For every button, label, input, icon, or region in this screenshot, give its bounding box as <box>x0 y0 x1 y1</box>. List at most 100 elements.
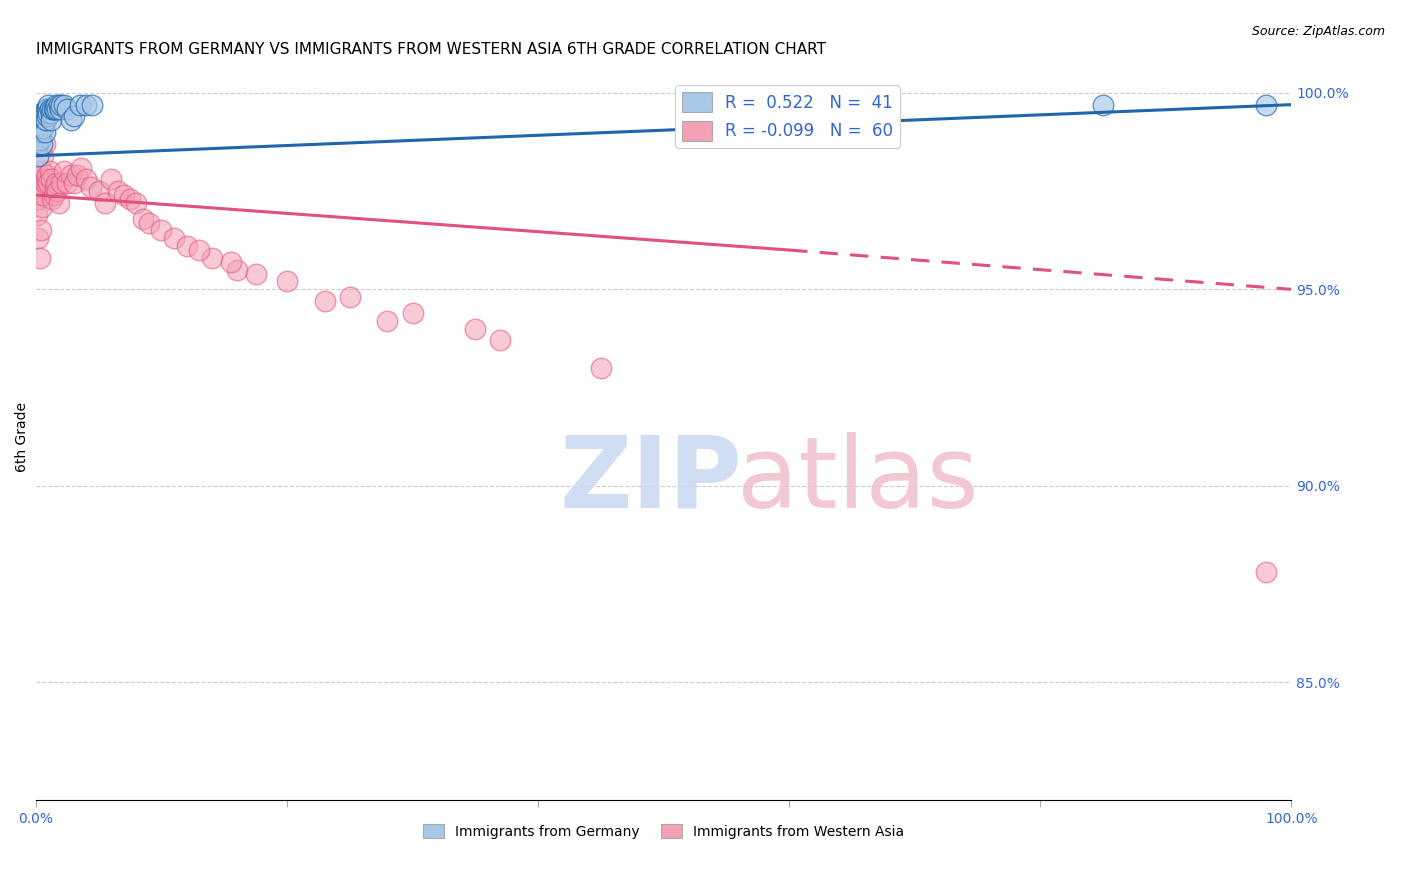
Point <box>42 102 65 116</box>
Point <box>41 102 63 116</box>
Point <box>377 314 399 328</box>
Point <box>45 97 67 112</box>
Point <box>32 149 55 163</box>
Point <box>69 97 91 112</box>
Point <box>120 192 142 206</box>
Legend: Immigrants from Germany, Immigrants from Western Asia: Immigrants from Germany, Immigrants from… <box>418 818 910 844</box>
Point <box>42 188 65 202</box>
Point <box>188 243 211 257</box>
Point <box>38 164 60 178</box>
Point <box>34 136 56 151</box>
Point <box>27 231 49 245</box>
Point <box>37 102 59 116</box>
Point <box>339 290 361 304</box>
Point <box>1256 97 1278 112</box>
Point <box>138 215 160 229</box>
Point <box>28 117 51 131</box>
Point <box>37 97 59 112</box>
Point <box>245 267 267 281</box>
Point <box>35 172 58 186</box>
Text: IMMIGRANTS FROM GERMANY VS IMMIGRANTS FROM WESTERN ASIA 6TH GRADE CORRELATION CH: IMMIGRANTS FROM GERMANY VS IMMIGRANTS FR… <box>37 42 825 57</box>
Text: ZIP: ZIP <box>560 432 742 529</box>
Point <box>27 125 49 139</box>
Point <box>46 184 69 198</box>
Point <box>32 110 55 124</box>
Point <box>87 184 110 198</box>
Point <box>314 294 336 309</box>
Point <box>464 321 486 335</box>
Point <box>39 105 62 120</box>
Point <box>60 113 83 128</box>
Point <box>48 97 70 112</box>
Point <box>62 110 84 124</box>
Point <box>38 102 60 116</box>
Point <box>589 360 612 375</box>
Point <box>37 105 59 120</box>
Point <box>30 113 52 128</box>
Point <box>49 97 72 112</box>
Point <box>35 113 58 128</box>
Point <box>30 223 52 237</box>
Text: Source: ZipAtlas.com: Source: ZipAtlas.com <box>1251 25 1385 38</box>
Point <box>75 97 97 112</box>
Point <box>34 105 56 120</box>
Point <box>39 113 62 128</box>
Point <box>1256 566 1278 580</box>
Point <box>25 172 48 186</box>
Point <box>94 195 117 210</box>
Point <box>45 176 67 190</box>
Point <box>37 169 59 183</box>
Point <box>75 172 97 186</box>
Point <box>49 102 72 116</box>
Point <box>176 239 198 253</box>
Point <box>31 121 53 136</box>
Point <box>225 262 247 277</box>
Point <box>131 211 153 226</box>
Point <box>37 110 59 124</box>
Point <box>31 200 53 214</box>
Point <box>401 306 423 320</box>
Point <box>49 176 72 190</box>
Point <box>56 102 79 116</box>
Point <box>32 188 55 202</box>
Point <box>107 184 129 198</box>
Point <box>32 121 55 136</box>
Point <box>41 192 63 206</box>
Point <box>48 195 70 210</box>
Point <box>82 97 104 112</box>
Point <box>35 102 58 116</box>
Point <box>34 113 56 128</box>
Point <box>125 195 148 210</box>
Point <box>46 102 69 116</box>
Point <box>56 176 79 190</box>
Point <box>28 133 51 147</box>
Point <box>25 208 48 222</box>
Point <box>112 188 135 202</box>
Point <box>52 164 75 178</box>
Point <box>163 231 186 245</box>
Point <box>30 184 52 198</box>
Point <box>489 334 512 348</box>
Point <box>1092 97 1115 112</box>
Point <box>34 176 56 190</box>
Point <box>44 102 66 116</box>
Point <box>37 176 59 190</box>
Point <box>80 180 103 194</box>
Point <box>31 105 53 120</box>
Point <box>66 169 89 183</box>
Point <box>44 180 66 194</box>
Point <box>34 125 56 139</box>
Point <box>31 136 53 151</box>
Point <box>201 251 224 265</box>
Y-axis label: 6th Grade: 6th Grade <box>15 401 30 472</box>
Text: atlas: atlas <box>737 432 979 529</box>
Point <box>31 164 53 178</box>
Point <box>62 176 84 190</box>
Point <box>30 125 52 139</box>
Point <box>27 149 49 163</box>
Point <box>27 192 49 206</box>
Point <box>100 172 122 186</box>
Point <box>70 161 93 175</box>
Point <box>150 223 173 237</box>
Point <box>276 275 298 289</box>
